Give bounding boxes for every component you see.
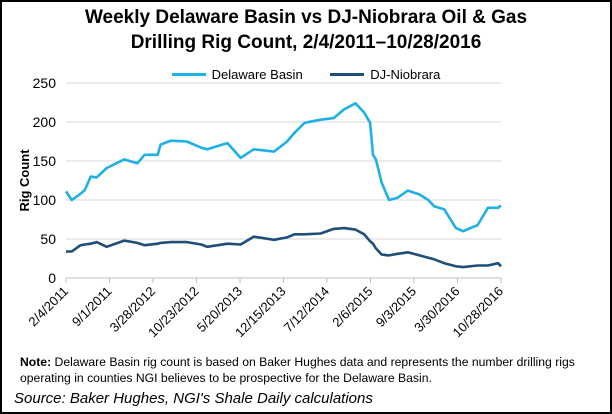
chart-title-line-2: Drilling Rig Count, 2/4/2011–10/28/2016 [130, 32, 482, 53]
legend-label-dj-niobrara: DJ-Niobrara [370, 67, 441, 82]
x-tick-label: 2/4/2011 [25, 284, 71, 330]
y-tick-label: 100 [33, 192, 57, 208]
y-tick-label: 50 [40, 231, 56, 247]
legend-swatch-dj-niobrara [330, 73, 365, 76]
y-axis-label: Rig Count [17, 149, 32, 212]
y-tick-label: 150 [33, 153, 57, 169]
x-tick-label: 7/12/2014 [281, 284, 333, 336]
x-tick-label: 2/6/2015 [329, 284, 375, 330]
legend-swatch-delaware [171, 73, 206, 76]
note: Note: Delaware Basin rig count is based … [20, 354, 605, 386]
legend-label-delaware: Delaware Basin [211, 67, 303, 82]
series-line-dj-niobrara [66, 226, 502, 269]
chart-title-line-1: Weekly Delaware Basin vs DJ-Niobrara Oil… [84, 7, 528, 28]
y-tick-label: 0 [48, 270, 56, 286]
y-tick-label: 250 [33, 75, 57, 91]
legend: Delaware Basin DJ-Niobrara [2, 64, 610, 82]
series-line-delaware-basin [64, 102, 502, 233]
note-label: Note: [20, 355, 52, 369]
legend-item-dj-niobrara: DJ-Niobrara [330, 67, 440, 82]
y-tick-label: 200 [33, 114, 57, 130]
note-text: Delaware Basin rig count is based on Bak… [20, 355, 575, 385]
source: Source: Baker Hughes, NGI's Shale Daily … [14, 390, 373, 407]
legend-item-delaware: Delaware Basin [171, 67, 303, 82]
